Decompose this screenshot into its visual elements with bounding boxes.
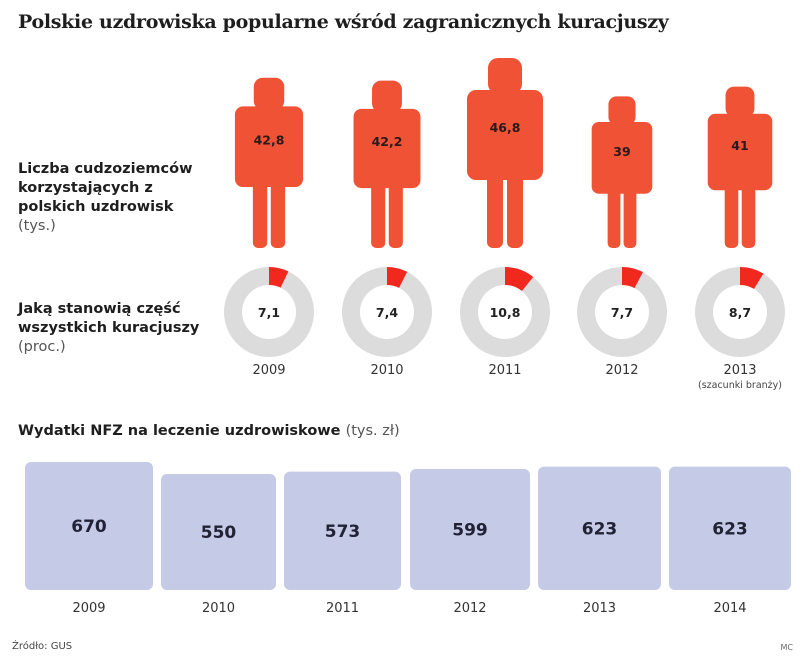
person-leg-right [388, 182, 403, 248]
spending-value-label: 599 [452, 520, 488, 540]
donut-share-slice [505, 267, 534, 291]
year-label: 2014 [713, 601, 746, 616]
donut-rest-slice [224, 267, 314, 357]
person-icon: 39 [591, 96, 653, 248]
person-body [353, 108, 421, 189]
person-body [707, 113, 773, 191]
person-value-label: 42,8 [254, 132, 285, 147]
person-head [253, 77, 285, 110]
donut-value-label: 7,7 [611, 305, 633, 320]
person-icon: 42,8 [234, 77, 304, 248]
year-label: 2013 [583, 601, 616, 616]
person-head [725, 86, 755, 118]
person-body [467, 90, 543, 180]
year-note: (szacunki branży) [698, 380, 782, 391]
year-label: 2010 [370, 363, 403, 378]
person-leg-right [623, 188, 637, 248]
share-donuts: 7,1 2009 7,4 2010 10,8 2011 7,7 2012 8,7 2013 (sza… [224, 267, 785, 391]
row-label-share-text: Jaką stanowią część wszystkich kuracjusz… [18, 301, 200, 336]
year-label: 2009 [252, 363, 285, 378]
year-label: 2010 [202, 601, 235, 616]
year-label: 2009 [72, 601, 105, 616]
row-label-foreigners: Liczba cudzoziemców korzystających z pol… [18, 160, 208, 236]
person-body [591, 121, 653, 194]
person-icon: 42,2 [353, 80, 421, 248]
spending-value-label: 623 [582, 519, 618, 539]
row-label-foreigners-unit: (tys.) [18, 218, 56, 234]
spending-title-unit: (tys. zł) [345, 423, 400, 439]
row-label-share-unit: (proc.) [18, 339, 66, 355]
donut-share-slice [622, 267, 643, 289]
donut-value-label: 10,8 [490, 305, 521, 320]
person-icon: 46,8 [467, 58, 543, 248]
row-label-share: Jaką stanowią część wszystkich kuracjusz… [18, 300, 208, 357]
spending-box: 599 2012 [410, 468, 530, 616]
spending-square [161, 474, 276, 590]
person-leg-left [607, 188, 621, 248]
year-label: 2012 [453, 601, 486, 616]
spending-value-label: 550 [201, 523, 237, 543]
share-donut: 7,4 2010 [342, 267, 433, 378]
spending-value-label: 573 [325, 522, 361, 542]
author-credit: MC [780, 643, 794, 652]
person-head [372, 80, 402, 113]
spending-title-text: Wydatki NFZ na leczenie uzdrowiskowe [18, 423, 341, 439]
donut-share-slice [740, 267, 764, 289]
person-leg-left [252, 181, 268, 248]
spending-value-label: 670 [71, 517, 107, 537]
year-label: 2012 [605, 363, 638, 378]
foreigners-figures: 42,8 42,2 46,8 39 41 [234, 58, 773, 248]
donut-rest-slice [695, 267, 785, 358]
spending-box: 623 2013 [538, 466, 661, 616]
person-icon: 41 [707, 86, 773, 248]
person-leg-right [270, 181, 286, 248]
row-label-foreigners-text: Liczba cudzoziemców korzystających z pol… [18, 161, 193, 215]
person-body [234, 106, 304, 188]
person-value-label: 46,8 [490, 120, 521, 135]
person-value-label: 41 [731, 138, 748, 153]
donut-value-label: 7,4 [376, 305, 398, 320]
spending-section-title: Wydatki NFZ na leczenie uzdrowiskowe (ty… [18, 423, 400, 439]
donut-rest-slice [459, 267, 550, 357]
spending-boxes: 670 2009 550 2010 573 2011 599 2012 623 2013 623 20… [25, 462, 791, 616]
share-donut: 7,1 2009 [224, 267, 314, 378]
donut-value-label: 8,7 [729, 305, 751, 320]
person-leg-right [741, 185, 756, 248]
spending-box: 550 2010 [161, 474, 276, 616]
spending-square [669, 466, 791, 590]
spending-square [284, 471, 401, 590]
spending-box: 670 2009 [25, 462, 153, 616]
spending-box: 573 2011 [284, 471, 401, 616]
source-note: Źródło: GUS [12, 641, 73, 652]
donut-rest-slice [342, 267, 433, 358]
spending-square [410, 468, 530, 590]
spending-square [25, 462, 153, 590]
person-leg-left [487, 174, 503, 248]
person-leg-right [507, 174, 523, 248]
chart-title: Polskie uzdrowiska popularne wśród zagra… [18, 11, 669, 33]
person-head [608, 96, 636, 126]
person-leg-left [724, 185, 739, 248]
donut-value-label: 7,1 [258, 305, 280, 320]
person-value-label: 39 [613, 144, 630, 159]
year-label: 2011 [326, 601, 359, 616]
year-label: 2011 [488, 363, 521, 378]
donut-rest-slice [577, 267, 668, 357]
share-donut: 7,7 2012 [577, 267, 668, 378]
share-donut: 8,7 2013 (szacunki branży) [695, 267, 785, 391]
share-donut: 10,8 2011 [459, 267, 550, 378]
donut-share-slice [387, 267, 408, 288]
person-value-label: 42,2 [372, 134, 403, 149]
person-head [488, 58, 522, 94]
spending-square [538, 466, 661, 590]
spending-box: 623 2014 [669, 466, 791, 616]
donut-share-slice [269, 267, 289, 288]
spending-value-label: 623 [712, 519, 748, 539]
year-label: 2013 [723, 363, 756, 378]
person-leg-left [371, 182, 386, 248]
